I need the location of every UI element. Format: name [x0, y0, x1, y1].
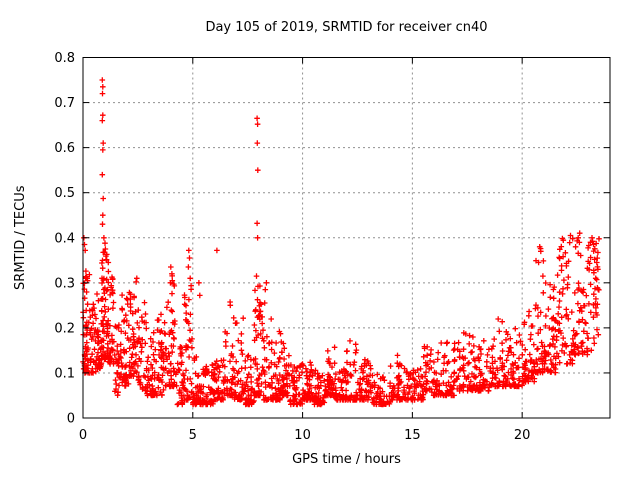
y-tick-label: 0.2: [54, 321, 75, 336]
data-points: [80, 77, 602, 408]
y-tick-label: 0.8: [54, 51, 75, 66]
x-tick-label: 20: [514, 428, 531, 443]
x-tick-label: 5: [189, 428, 197, 443]
y-tick-label: 0.7: [54, 96, 75, 111]
y-tick-label: 0.6: [54, 141, 75, 156]
y-tick-label: 0: [67, 412, 75, 427]
y-tick-label: 0.5: [54, 186, 75, 201]
x-tick-label: 0: [79, 428, 87, 443]
y-tick-label: 0.3: [54, 276, 75, 291]
axis-ticks: [82, 57, 610, 419]
y-tick-label: 0.4: [54, 231, 75, 246]
x-tick-label: 15: [404, 428, 421, 443]
chart-title: Day 105 of 2019, SRMTID for receiver cn4…: [205, 20, 487, 35]
y-tick-label: 0.1: [54, 366, 75, 381]
x-tick-labels: 0 5 10 15 20: [79, 428, 531, 443]
x-tick-label: 10: [294, 428, 311, 443]
y-axis-label: SRMTID / TECUs: [13, 185, 28, 290]
x-axis-label: GPS time / hours: [292, 452, 401, 467]
y-tick-labels: 0 0.1 0.2 0.3 0.4 0.5 0.6 0.7 0.8: [54, 51, 75, 427]
